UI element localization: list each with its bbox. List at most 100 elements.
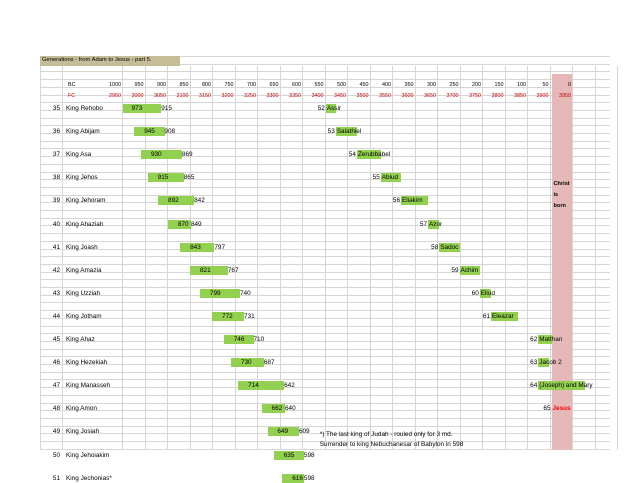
king-start-year: 616 bbox=[292, 474, 303, 482]
king-start-year: 915 bbox=[157, 174, 169, 182]
generation-number: 64 bbox=[530, 382, 538, 390]
gridline bbox=[144, 66, 146, 450]
king-bar bbox=[231, 358, 264, 368]
king-name: King Joash bbox=[66, 243, 98, 251]
generation-name: Zerubbabel bbox=[357, 151, 391, 159]
generation-number: 57 bbox=[419, 220, 427, 228]
king-name: King Ahaz bbox=[66, 336, 95, 343]
generation-name: Abiud bbox=[381, 174, 399, 182]
bc-year-300: 300 bbox=[427, 82, 436, 88]
gridline bbox=[549, 66, 551, 450]
king-bar bbox=[147, 173, 184, 183]
king-end-year: 767 bbox=[227, 266, 239, 274]
bc-year-150: 150 bbox=[494, 82, 504, 88]
king-number: 36 bbox=[52, 128, 60, 136]
fc-year-3400: 3400 bbox=[311, 93, 324, 99]
generation-bar bbox=[356, 150, 381, 160]
fc-year-3750: 3750 bbox=[469, 93, 481, 99]
king-start-year: 945 bbox=[144, 128, 155, 136]
gridline bbox=[212, 66, 213, 450]
king-number: 46 bbox=[52, 359, 60, 367]
king-number: 37 bbox=[52, 151, 60, 159]
gridline bbox=[369, 66, 371, 450]
gridline bbox=[482, 66, 483, 450]
gridline bbox=[617, 66, 618, 450]
gridline bbox=[62, 66, 63, 450]
generation-number: 55 bbox=[372, 174, 380, 182]
generation-bar bbox=[380, 173, 401, 183]
king-start-year: 714 bbox=[248, 382, 259, 390]
king-bar bbox=[123, 104, 162, 113]
generation-number: 61 bbox=[482, 312, 490, 320]
king-number: 44 bbox=[52, 312, 60, 320]
bc-year-500: 500 bbox=[337, 82, 346, 88]
king-name: King Jechonias* bbox=[66, 474, 112, 482]
king-end-year: 640 bbox=[285, 405, 296, 413]
sheet-title: Generations - from Adam to Jesus - part … bbox=[42, 57, 152, 63]
king-number: 39 bbox=[52, 197, 60, 205]
fc-label: FC bbox=[68, 93, 76, 99]
king-name: King Amon bbox=[66, 405, 97, 413]
gridline bbox=[347, 66, 348, 450]
king-end-year: 797 bbox=[214, 243, 226, 251]
king-name: King Uzziah bbox=[66, 289, 101, 297]
generation-bar bbox=[538, 381, 585, 391]
footnote-line: Surrender to king Nebuchanesar of Babylo… bbox=[319, 440, 464, 448]
generation-number: 59 bbox=[451, 266, 459, 274]
king-start-year: 746 bbox=[233, 336, 245, 343]
king-name: King Josiah bbox=[66, 428, 100, 436]
king-number: 40 bbox=[52, 220, 60, 228]
fc-year-3700: 3700 bbox=[446, 93, 459, 99]
king-start-year: 635 bbox=[283, 451, 295, 459]
king-bar bbox=[273, 450, 305, 460]
king-name: King Rehobo bbox=[66, 105, 103, 112]
fc-year-3250: 3250 bbox=[244, 93, 256, 99]
generation-bar bbox=[335, 127, 357, 137]
king-start-year: 649 bbox=[277, 428, 289, 436]
generation-bar bbox=[459, 265, 480, 275]
king-bar bbox=[261, 404, 286, 414]
king-bar bbox=[168, 219, 192, 229]
king-end-year: 869 bbox=[181, 151, 193, 159]
bc-year-350: 350 bbox=[404, 82, 414, 88]
gridline bbox=[122, 66, 123, 450]
king-number: 45 bbox=[52, 336, 60, 343]
generation-number: 65 bbox=[543, 405, 551, 413]
generation-number: 56 bbox=[392, 197, 400, 205]
king-bar bbox=[238, 381, 285, 391]
bc-year-850: 850 bbox=[179, 82, 189, 88]
bc-year-550: 550 bbox=[314, 82, 324, 88]
gridline bbox=[572, 66, 573, 450]
gridline bbox=[279, 66, 281, 450]
generation-bar bbox=[428, 219, 440, 229]
king-number: 41 bbox=[52, 243, 60, 251]
generation-number: 63 bbox=[530, 359, 538, 367]
king-start-year: 662 bbox=[271, 405, 283, 413]
bc-year-250: 250 bbox=[449, 82, 459, 88]
generation-name: Achim bbox=[460, 266, 479, 274]
footnote-line: *) The last king of Judah - rouled only … bbox=[319, 431, 453, 438]
generation-bar bbox=[538, 335, 552, 344]
generation-name: Jacob 2 bbox=[539, 359, 562, 367]
gridline bbox=[459, 66, 461, 450]
king-name: King Hezekiah bbox=[66, 359, 108, 367]
christ-born-column bbox=[551, 74, 572, 450]
king-name: King Amazia bbox=[66, 266, 102, 274]
fc-year-3500: 3500 bbox=[356, 93, 369, 99]
king-start-year: 843 bbox=[190, 243, 201, 251]
gridline bbox=[527, 66, 528, 450]
king-end-year: 740 bbox=[240, 289, 251, 297]
fc-year-3150: 3150 bbox=[199, 93, 211, 99]
generation-name: Matthan bbox=[539, 336, 563, 343]
fc-year-3950: 3950 bbox=[559, 93, 571, 99]
bc-year-600: 600 bbox=[292, 82, 301, 88]
generation-name: Eliakim bbox=[402, 197, 423, 205]
king-name: King Abijam bbox=[66, 128, 100, 136]
king-bar bbox=[190, 265, 228, 275]
generation-name: Assir bbox=[326, 105, 342, 112]
king-bar bbox=[141, 150, 183, 160]
king-start-year: 799 bbox=[209, 289, 221, 297]
king-name: King Asa bbox=[66, 151, 92, 159]
gridline bbox=[40, 56, 610, 57]
fc-year-3600: 3600 bbox=[401, 93, 414, 99]
